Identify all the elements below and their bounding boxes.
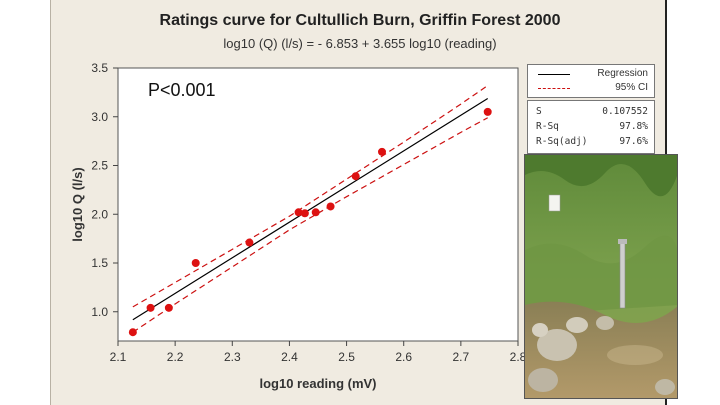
regression-equation: log10 (Q) (l/s) = - 6.853 + 3.655 log10 … [223,36,497,51]
x-tick-label: 2.8 [510,350,527,364]
data-point [326,202,335,211]
data-point [164,303,173,312]
ci-upper-line [132,85,489,308]
legend-regression-swatch [538,74,570,75]
chart-title: Ratings curve for Cultullich Burn, Griff… [159,12,561,29]
regression-stats-box: S 0.107552 R-Sq 97.8% R-Sq(adj) 97.6% [527,100,655,154]
data-point [483,107,492,116]
x-tick-label: 2.4 [281,350,298,364]
x-tick-label: 2.7 [453,350,470,364]
x-tick-label: 2.2 [167,350,184,364]
data-point [191,259,200,267]
x-tick-label: 2.6 [395,350,412,364]
stat-value: 0.107552 [602,106,648,117]
y-tick-label: 1.5 [91,256,108,270]
x-tick-label: 2.5 [338,350,355,364]
stat-value: 97.8% [619,121,648,132]
x-axis-label: log10 reading (mV) [259,376,376,391]
data-point [294,208,303,217]
stat-label: S [536,106,542,117]
data-point [351,172,360,181]
y-axis-label: log10 Q (l/s) [70,167,85,241]
stat-label: R-Sq(adj) [536,136,588,147]
legend-regression-label: Regression [597,68,648,79]
regression-line [132,97,489,321]
data-point [378,147,386,156]
data-point [300,209,309,218]
data-point [146,303,155,312]
y-tick-label: 2.5 [91,159,108,173]
stat-label: R-Sq [536,121,559,132]
x-tick-label: 2.3 [224,350,241,364]
stat-row: R-Sq(adj) 97.6% [536,136,648,147]
stat-value: 97.6% [619,136,648,147]
y-tick-label: 3.5 [91,61,108,75]
x-tick-label: 2.1 [110,350,127,364]
y-tick-label: 2.0 [91,207,108,221]
stat-row: S 0.107552 [536,106,648,117]
data-point [128,328,137,337]
data-point [245,238,254,247]
p-value-annotation: P<0.001 [148,80,216,100]
stat-row: R-Sq 97.8% [536,121,648,132]
y-tick-label: 1.0 [91,305,108,319]
data-point [311,208,320,217]
y-tick-label: 3.0 [91,110,108,124]
chart-legend: Regression 95% CI [527,64,655,98]
legend-ci-swatch [538,88,570,89]
legend-ci-label: 95% CI [615,82,648,93]
stream-gauge-photo [524,154,678,399]
